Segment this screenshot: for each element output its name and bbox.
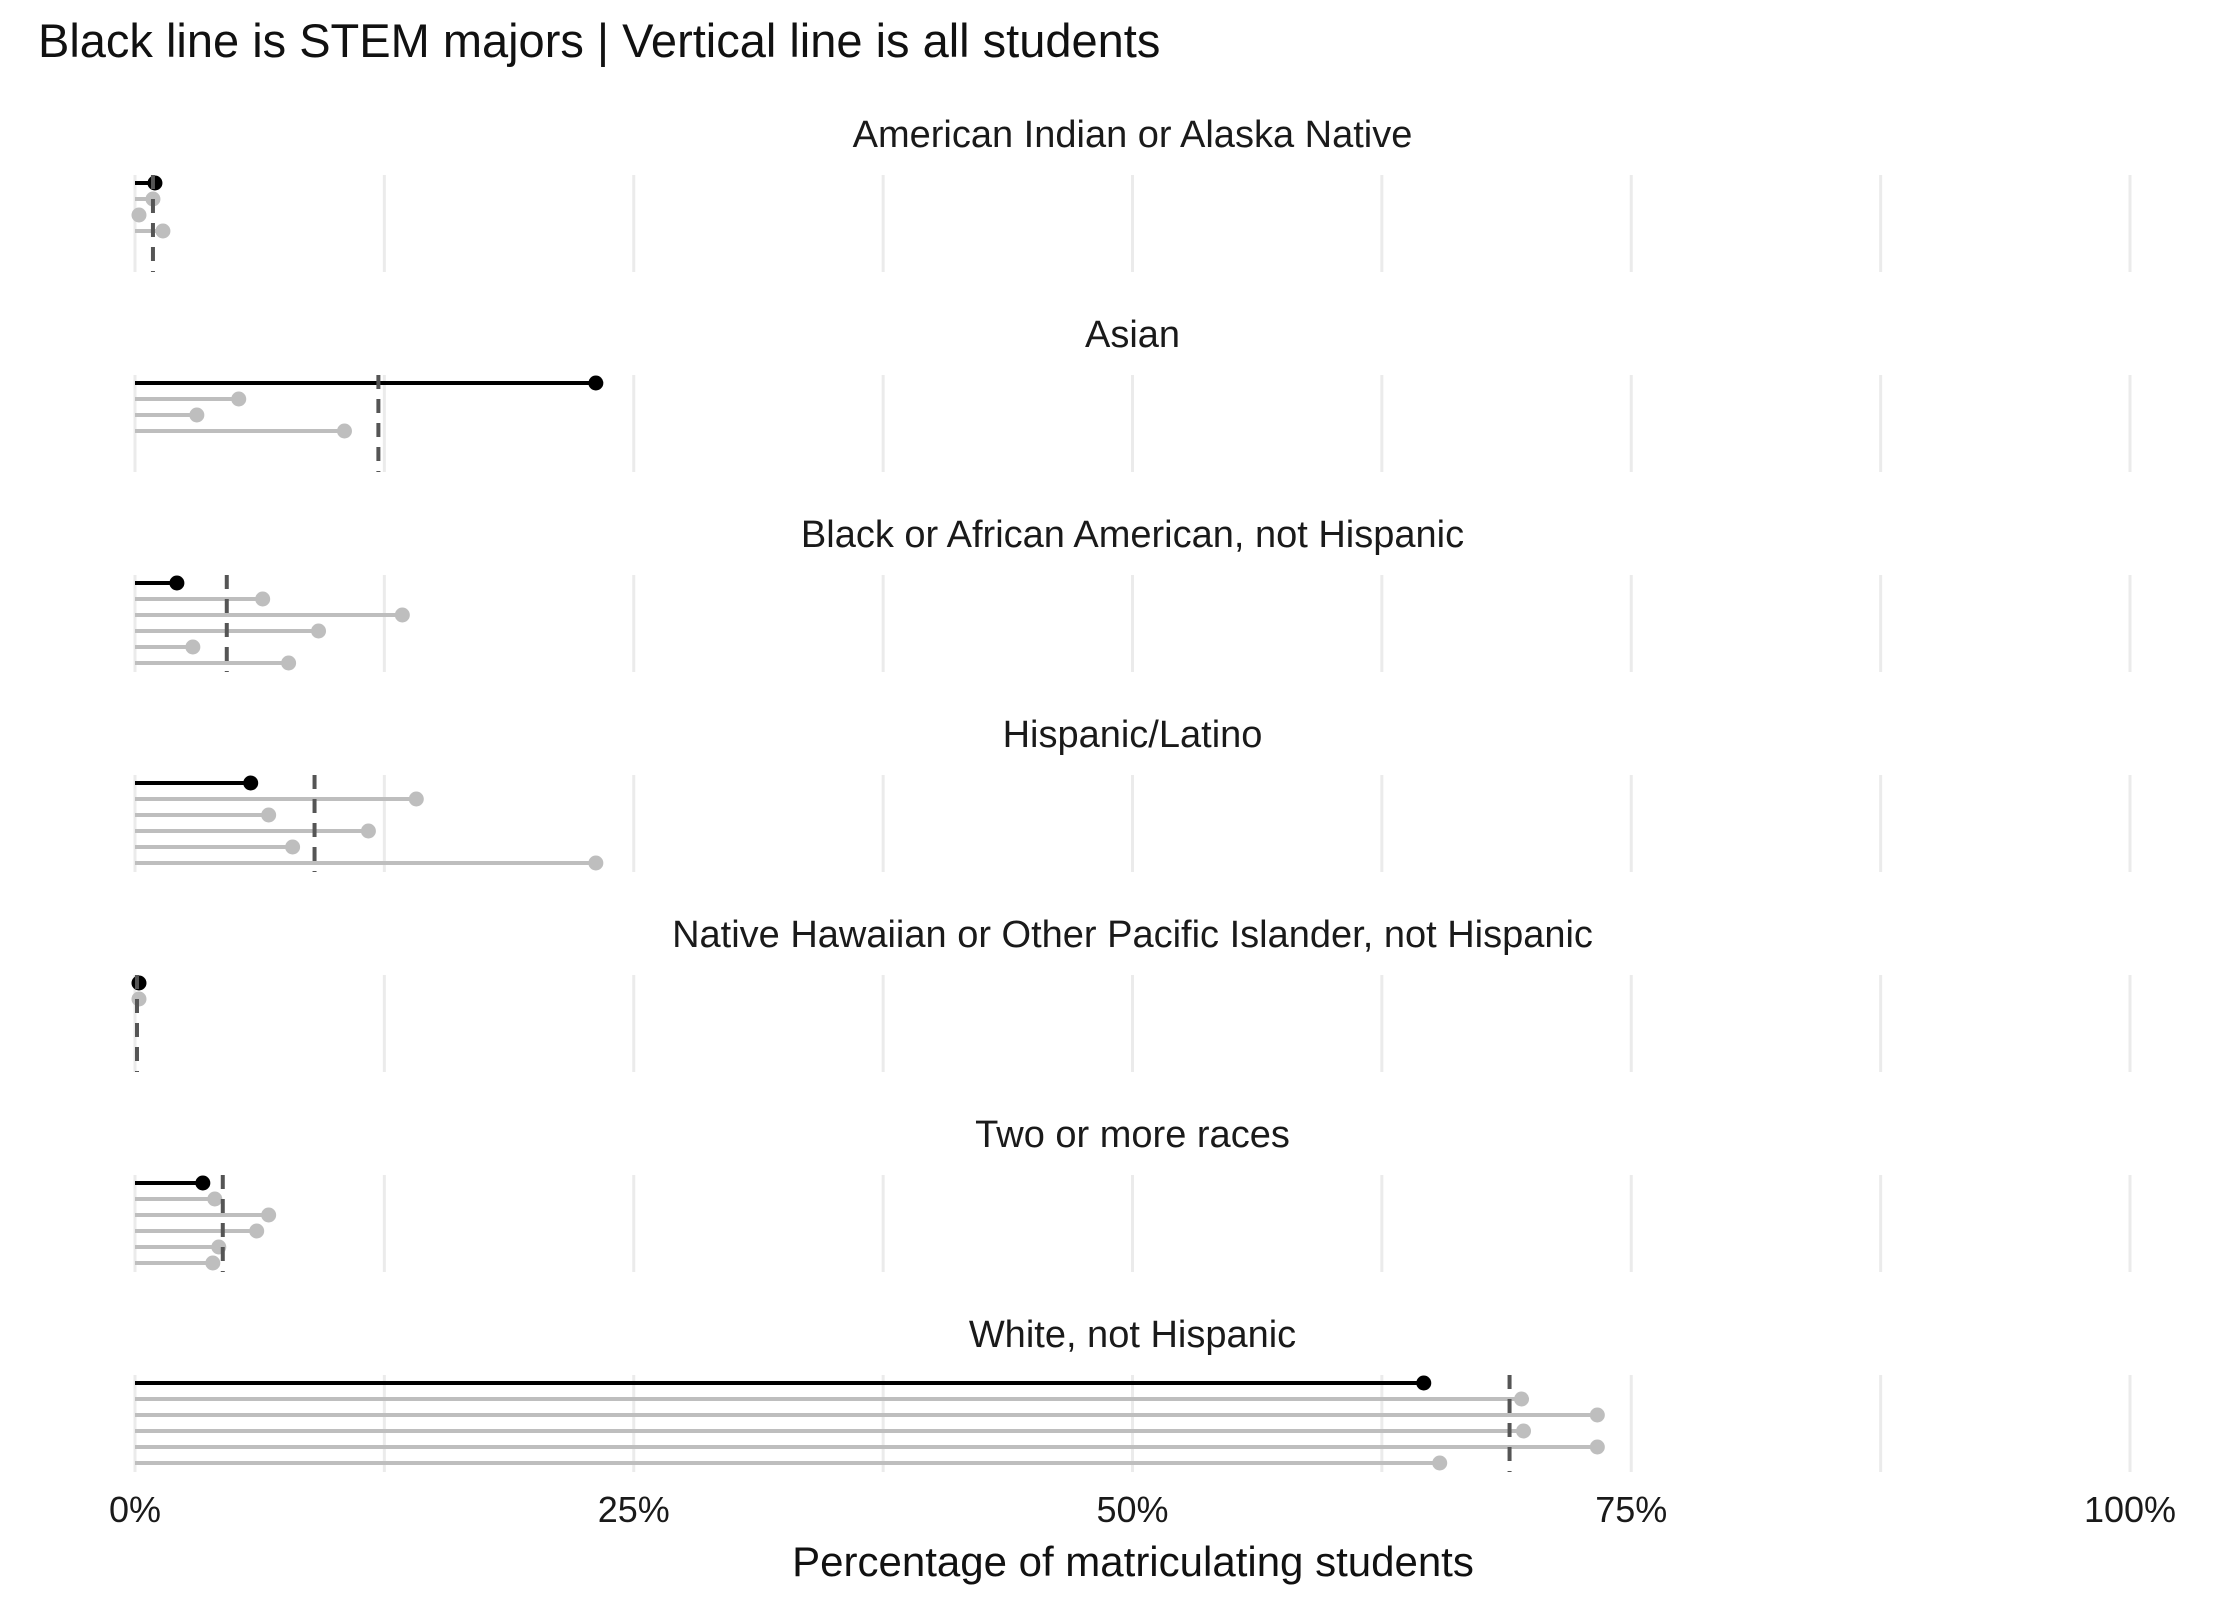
- facet-panel: Black or African American, not Hispanic: [135, 514, 1464, 672]
- facets: American Indian or Alaska Native Asian Bla…: [131, 114, 1605, 1472]
- other-point: [1514, 1391, 1530, 1407]
- other-point: [189, 407, 205, 423]
- other-point: [408, 791, 424, 807]
- other-point: [207, 1191, 223, 1207]
- grid-layer: [133, 175, 2132, 1472]
- other-point: [311, 623, 327, 639]
- stem-point: [195, 1175, 211, 1191]
- other-point: [249, 1223, 265, 1239]
- chart-title: Black line is STEM majors | Vertical lin…: [38, 14, 1160, 67]
- facet-label: Black or African American, not Hispanic: [801, 514, 1464, 556]
- x-axis: 0% 25% 50% 75% 100%: [109, 1489, 2176, 1530]
- other-point: [255, 591, 271, 607]
- other-point: [1589, 1407, 1605, 1423]
- x-tick-label: 50%: [1096, 1489, 1168, 1530]
- other-point: [394, 607, 410, 623]
- other-point: [285, 839, 301, 855]
- facet-label: Asian: [1085, 314, 1180, 356]
- facet-panel: White, not Hispanic: [135, 1314, 1605, 1472]
- other-point: [336, 423, 352, 439]
- stem-point: [588, 375, 604, 391]
- facet-label: American Indian or Alaska Native: [853, 114, 1413, 156]
- x-tick-label: 0%: [109, 1489, 161, 1530]
- other-point: [360, 823, 376, 839]
- stem-point: [1416, 1375, 1432, 1391]
- other-point: [231, 391, 247, 407]
- other-point: [155, 223, 171, 239]
- facet-label: Native Hawaiian or Other Pacific Islande…: [672, 914, 1593, 956]
- facet-label: Hispanic/Latino: [1003, 714, 1263, 756]
- other-point: [1432, 1455, 1448, 1471]
- x-tick-label: 25%: [598, 1489, 670, 1530]
- facet-label: White, not Hispanic: [969, 1314, 1296, 1356]
- stem-point: [243, 775, 259, 791]
- facet-panel: American Indian or Alaska Native: [131, 114, 1412, 272]
- other-point: [281, 655, 297, 671]
- facet-panel: Native Hawaiian or Other Pacific Islande…: [131, 914, 1593, 1072]
- other-point: [131, 207, 147, 223]
- other-point: [205, 1255, 221, 1271]
- facet-panel: Two or more races: [135, 1114, 1290, 1272]
- other-point: [588, 855, 604, 871]
- other-point: [185, 639, 201, 655]
- x-tick-label: 75%: [1595, 1489, 1667, 1530]
- x-tick-label: 100%: [2084, 1489, 2176, 1530]
- other-point: [261, 1207, 277, 1223]
- other-point: [1516, 1423, 1532, 1439]
- other-point: [261, 807, 277, 823]
- facet-panel: Hispanic/Latino: [135, 714, 1262, 872]
- facet-label: Two or more races: [975, 1114, 1290, 1156]
- stem-point: [169, 575, 185, 591]
- x-axis-label: Percentage of matriculating students: [792, 1538, 1474, 1585]
- other-point: [1589, 1439, 1605, 1455]
- facet-panel: Asian: [135, 314, 1180, 472]
